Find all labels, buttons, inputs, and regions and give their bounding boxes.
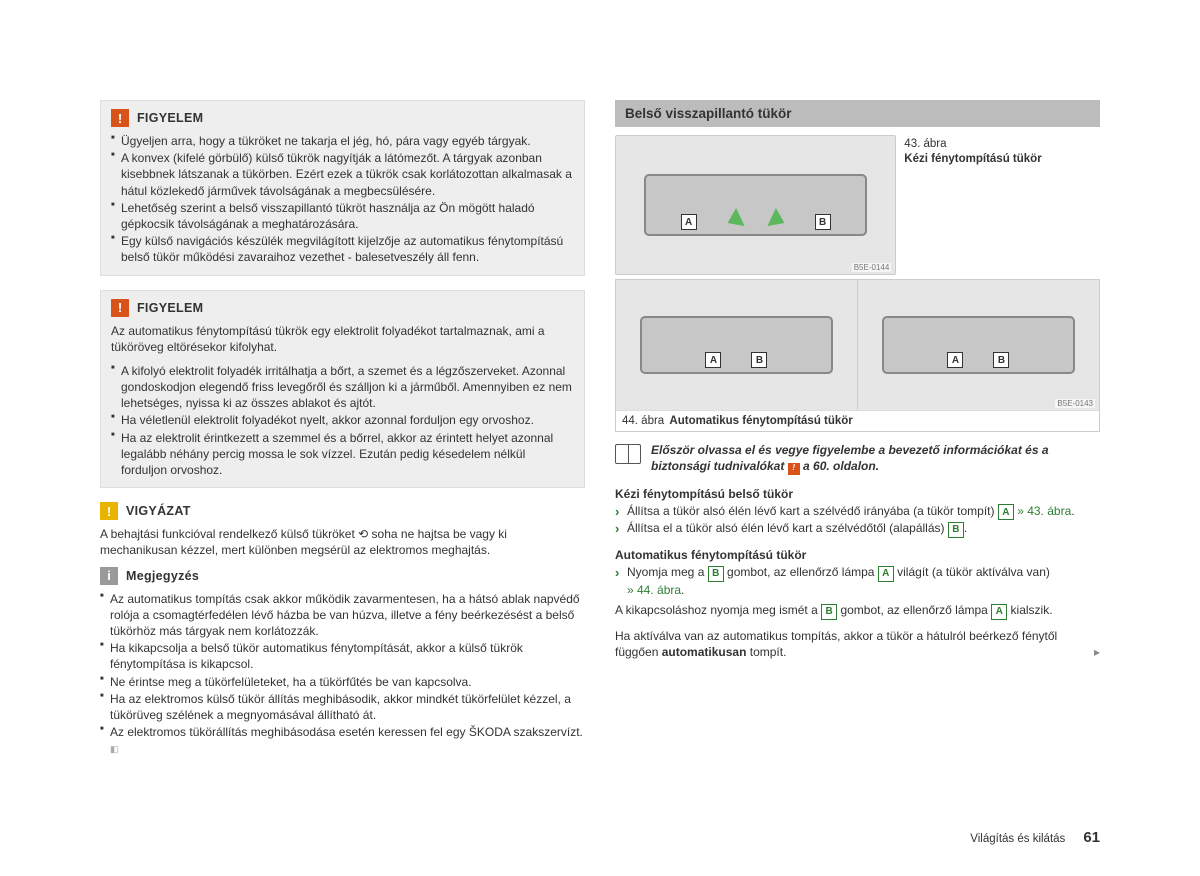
warning-icon: ! bbox=[111, 299, 129, 317]
auto-note-bold: automatikusan bbox=[662, 645, 747, 659]
ref-label-b: B bbox=[821, 604, 837, 620]
auto-note-b: tompít. bbox=[746, 645, 786, 659]
arrow-left-icon bbox=[723, 208, 744, 232]
list-item: Ha az elektromos külső tükör állítás meg… bbox=[100, 691, 585, 723]
ref-label-a: A bbox=[998, 504, 1014, 520]
list-item: Ha véletlenül elektrolit folyadékot nyel… bbox=[111, 412, 574, 428]
auto-off-b: gombot, az ellenőrző lámpa bbox=[840, 603, 991, 617]
warning-2-header: ! FIGYELEM bbox=[111, 299, 574, 317]
figure-43-row: A B B5E-0144 43. ábra Kézi fénytompítású… bbox=[615, 135, 1100, 275]
manual-step-2: Állítsa el a tükör alsó élén lévő kart a… bbox=[615, 520, 1100, 538]
figure-43-caption-text: Kézi fénytompítású tükör bbox=[904, 152, 1041, 167]
fig-43-link: » 43. ábra bbox=[1017, 504, 1071, 518]
warning-1-title: FIGYELEM bbox=[137, 111, 203, 125]
page-columns: ! FIGYELEM Ügyeljen arra, hogy a tükröke… bbox=[100, 100, 1100, 823]
figure-44b: A B B5E-0143 bbox=[858, 280, 1099, 410]
panel-title: Belső visszapillantó tükör bbox=[615, 100, 1100, 127]
list-item: Ügyeljen arra, hogy a tükröket ne takarj… bbox=[111, 133, 574, 149]
warning-2-intro: Az automatikus fénytompítású tükrök egy … bbox=[111, 323, 574, 355]
continue-mark: ▸ bbox=[1094, 644, 1100, 660]
auto-off-c: kialszik. bbox=[1011, 603, 1053, 617]
right-column: Belső visszapillantó tükör A B B5E-0144 … bbox=[615, 100, 1100, 823]
caution-text: A behajtási funkcióval rendelkező külső … bbox=[100, 526, 585, 558]
ref-label-a: A bbox=[878, 566, 894, 582]
mirror-label-b: B bbox=[751, 352, 767, 368]
read-first-text: Először olvassa el és vegye figyelembe a… bbox=[651, 442, 1100, 475]
mirror-label-a: A bbox=[947, 352, 963, 368]
caution-heading: ! VIGYÁZAT bbox=[100, 502, 585, 520]
book-icon bbox=[615, 444, 641, 464]
arrow-right-icon bbox=[767, 208, 788, 232]
figure-44a: A B bbox=[616, 280, 858, 410]
auto-off-text: A kikapcsoláshoz nyomja meg ismét a B go… bbox=[615, 602, 1100, 620]
list-item: Az elektromos tükörállítás meghibásodása… bbox=[100, 724, 585, 756]
auto-off-a: A kikapcsoláshoz nyomja meg ismét a bbox=[615, 603, 821, 617]
figure-44-caption-text: Automatikus fénytompítású tükör bbox=[669, 415, 852, 427]
mirror-label-b: B bbox=[993, 352, 1009, 368]
caution-title: VIGYÁZAT bbox=[126, 504, 191, 518]
list-item: Az automatikus tompítás csak akkor működ… bbox=[100, 591, 585, 640]
list-item: A kifolyó elektrolit folyadék irritálhat… bbox=[111, 363, 574, 412]
figure-44-caption: 44. ábra Automatikus fénytompítású tükör bbox=[616, 410, 1099, 431]
fig-44-link: » 44. ábra bbox=[627, 583, 681, 597]
note-title: Megjegyzés bbox=[126, 569, 199, 583]
warning-icon: ! bbox=[111, 109, 129, 127]
mirror-illustration: A B bbox=[644, 174, 867, 236]
figure-44-label: 44. ábra bbox=[622, 415, 664, 427]
figure-44-code: B5E-0143 bbox=[1055, 399, 1095, 408]
mirror-label-a: A bbox=[705, 352, 721, 368]
warning-ref-icon: ! bbox=[788, 463, 800, 475]
page-footer: Világítás és kilátás 61 bbox=[100, 823, 1100, 846]
ref-label-b: B bbox=[948, 522, 964, 538]
warning-2-title: FIGYELEM bbox=[137, 301, 203, 315]
list-item: Ne érintse meg a tükörfelületeket, ha a … bbox=[100, 674, 585, 690]
figure-43: A B B5E-0144 bbox=[615, 135, 896, 275]
ref-label-b: B bbox=[708, 566, 724, 582]
section-end-mark: ◧ bbox=[110, 744, 119, 754]
figure-43-code: B5E-0144 bbox=[852, 263, 892, 272]
auto-step1-a: Nyomja meg a bbox=[627, 565, 708, 579]
figure-43-caption: 43. ábra Kézi fénytompítású tükör bbox=[904, 135, 1041, 275]
read-first-notice: Először olvassa el és vegye figyelembe a… bbox=[615, 442, 1100, 475]
note-heading: i Megjegyzés bbox=[100, 567, 585, 585]
auto-mirror-heading: Automatikus fénytompítású tükör bbox=[615, 548, 1100, 562]
warning-box-2: ! FIGYELEM Az automatikus fénytompítású … bbox=[100, 290, 585, 489]
mirror-illustration: A B bbox=[882, 316, 1075, 375]
ref-label-a: A bbox=[991, 604, 1007, 620]
manual-step1-text: Állítsa a tükör alsó élén lévő kart a sz… bbox=[627, 504, 998, 518]
auto-step1-b: gombot, az ellenőrző lámpa bbox=[727, 565, 878, 579]
figure-43-label: 43. ábra bbox=[904, 137, 1041, 152]
caution-icon: ! bbox=[100, 502, 118, 520]
footer-page-number: 61 bbox=[1083, 829, 1100, 846]
auto-step-1: Nyomja meg a B gombot, az ellenőrző lámp… bbox=[615, 564, 1100, 598]
footer-section: Világítás és kilátás bbox=[970, 833, 1065, 845]
list-item: A konvex (kifelé görbülő) külső tükrök n… bbox=[111, 150, 574, 199]
note-list: Az automatikus tompítás csak akkor működ… bbox=[100, 591, 585, 757]
mirror-label-b: B bbox=[815, 214, 831, 230]
note-item-5-text: Az elektromos tükörállítás meghibásodása… bbox=[110, 725, 583, 739]
warning-1-list: Ügyeljen arra, hogy a tükröket ne takarj… bbox=[111, 133, 574, 266]
manual-step2-text: Állítsa el a tükör alsó élén lévő kart a… bbox=[627, 521, 948, 535]
manual-step-1: Állítsa a tükör alsó élén lévő kart a sz… bbox=[615, 503, 1100, 521]
mirror-illustration: A B bbox=[640, 316, 833, 375]
list-item: Egy külső navigációs készülék megvilágít… bbox=[111, 233, 574, 265]
left-column: ! FIGYELEM Ügyeljen arra, hogy a tükröke… bbox=[100, 100, 585, 823]
manual-mirror-heading: Kézi fénytompítású belső tükör bbox=[615, 487, 1100, 501]
list-item: Lehetőség szerint a belső visszapillantó… bbox=[111, 200, 574, 232]
caution-text-a: A behajtási funkcióval rendelkező külső … bbox=[100, 527, 358, 541]
list-item: Ha az elektrolit érintkezett a szemmel é… bbox=[111, 430, 574, 479]
figure-44-container: A B A B B5E-0143 44. ábra Automatikus fé… bbox=[615, 279, 1100, 432]
auto-step1-c: világít (a tükör aktíválva van) bbox=[897, 565, 1050, 579]
read-first-post: a 60. oldalon. bbox=[800, 459, 879, 473]
warning-box-1: ! FIGYELEM Ügyeljen arra, hogy a tükröke… bbox=[100, 100, 585, 276]
info-icon: i bbox=[100, 567, 118, 585]
warning-1-header: ! FIGYELEM bbox=[111, 109, 574, 127]
auto-note: Ha aktíválva van az automatikus tompítás… bbox=[615, 628, 1100, 660]
mirror-label-a: A bbox=[681, 214, 697, 230]
warning-2-list: A kifolyó elektrolit folyadék irritálhat… bbox=[111, 363, 574, 478]
list-item: Ha kikapcsolja a belső tükör automatikus… bbox=[100, 640, 585, 672]
